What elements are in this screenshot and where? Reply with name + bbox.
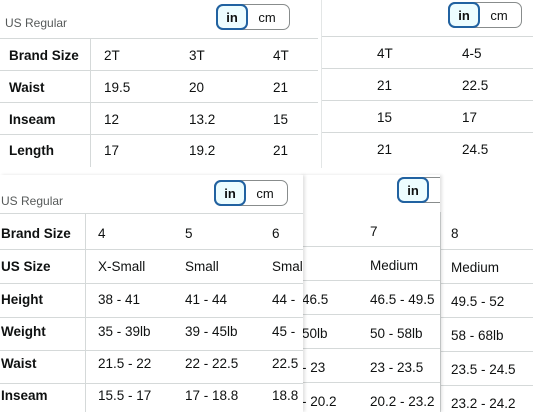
row-header-us-size: US Size: [1, 259, 51, 274]
table-cell: 15: [377, 110, 393, 125]
row-header-inseam: Inseam: [9, 112, 56, 127]
size-chart-panel-bottom-left: US Regular in cm Brand Size 4 5 6 US Siz…: [0, 175, 303, 412]
table-cell: 45 -: [272, 324, 296, 339]
unit-toggle: in cm: [216, 4, 290, 30]
unit-cm-button[interactable]: cm: [490, 7, 508, 23]
table-cell: 2T: [104, 48, 120, 63]
table-cell: 20: [189, 80, 205, 95]
table-cell: Medium: [451, 260, 500, 275]
table-divider: [85, 214, 86, 412]
table-cell: 3T: [189, 48, 205, 63]
region-label: US Regular: [5, 16, 68, 30]
table-cell: 7: [370, 224, 378, 239]
unit-in-button[interactable]: in: [216, 4, 248, 30]
row-header-height: Height: [1, 292, 43, 307]
table-cell: 23 - 23.5: [370, 360, 424, 375]
table-cell: 22.5: [462, 78, 489, 93]
unit-in-button[interactable]: in: [214, 180, 246, 206]
table-cell: 4T: [273, 48, 289, 63]
table-cell: 5: [185, 226, 193, 241]
table-cell: 6: [272, 226, 280, 241]
table-cell: 38 - 41: [98, 292, 141, 307]
unit-toggle: in cm: [448, 2, 522, 28]
row-header-waist: Waist: [9, 80, 45, 95]
table-cell: 19.5: [104, 80, 131, 95]
table-cell: 17 - 18.8: [185, 388, 239, 403]
table-cell: X-Small: [98, 259, 146, 274]
row-header-weight: Weight: [1, 324, 46, 339]
table-cell: 18.8: [272, 388, 299, 403]
table-divider: [90, 39, 91, 167]
table-cell: 22 - 22.5: [185, 356, 239, 371]
table-cell: 50lb: [302, 326, 328, 341]
table-cell: 21: [377, 78, 393, 93]
table-cell: 23.5 - 24.5: [451, 362, 516, 377]
row-header-brand-size: Brand Size: [9, 48, 79, 63]
table-cell: 46.5 - 49.5: [370, 292, 435, 307]
table-cell: 17: [104, 143, 120, 158]
table-cell: Medium: [370, 258, 419, 273]
table-cell: 13.2: [189, 112, 216, 127]
row-header-length: Length: [9, 143, 54, 158]
table-cell: - 23: [302, 360, 326, 375]
table-cell: 35 - 39lb: [98, 324, 151, 339]
region-label: US Regular: [1, 194, 64, 208]
table-cell: 50 - 58lb: [370, 326, 423, 341]
table-cell: 49.5 - 52: [451, 294, 505, 309]
unit-toggle: in: [397, 177, 440, 203]
table-cell: 22.5: [272, 356, 299, 371]
table-cell: 19.2: [189, 143, 216, 158]
table-cell: 44 -: [272, 292, 296, 307]
table-cell: 15.5 - 17: [98, 388, 152, 403]
size-chart-panel-top-left: US Regular in cm Brand Size 2T 3T 4T Wai…: [0, 0, 318, 168]
size-chart-panel-bottom-right: 8 Medium 49.5 - 52 58 - 68lb 23.5 - 24.5…: [440, 212, 533, 412]
row-header-brand-size: Brand Size: [1, 226, 71, 241]
table-cell: 24.5: [462, 142, 489, 157]
table-cell: 15: [273, 112, 289, 127]
table-cell: 20.2 - 23.2: [370, 394, 435, 409]
row-header-waist: Waist: [1, 356, 37, 371]
table-cell: 17: [462, 110, 478, 125]
size-chart-panel-top-right: in cm 4T 4-5 21 22.5 15 17 21 24.5: [321, 0, 533, 168]
table-cell: 21: [377, 142, 393, 157]
table-cell: 58 - 68lb: [451, 328, 504, 343]
table-cell: 46.5: [302, 292, 329, 307]
table-cell: 4-5: [462, 46, 482, 61]
table-cell: 12: [104, 112, 120, 127]
unit-toggle: in cm: [214, 180, 288, 206]
unit-cm-button[interactable]: cm: [258, 9, 276, 25]
table-cell: Smal: [272, 259, 303, 274]
unit-in-button[interactable]: in: [448, 2, 480, 28]
table-cell: 21: [273, 143, 289, 158]
table-cell: 41 - 44: [185, 292, 228, 307]
table-cell: 4T: [377, 46, 393, 61]
table-cell: 23.2 - 24.2: [451, 396, 516, 411]
table-cell: 4: [98, 226, 106, 241]
table-cell: 8: [451, 226, 459, 241]
table-cell: 21: [273, 80, 289, 95]
table-cell: 39 - 45lb: [185, 324, 238, 339]
row-header-inseam: Inseam: [1, 388, 48, 403]
table-cell: 21.5 - 22: [98, 356, 152, 371]
table-cell: Small: [185, 259, 219, 274]
table-cell: - 20.2: [302, 394, 337, 409]
unit-cm-button[interactable]: cm: [256, 185, 274, 201]
size-chart-panel-bottom-mid: in 7 l Medium 46.5 46.5 - 49.5 50lb 50 -…: [300, 175, 440, 412]
unit-in-button[interactable]: in: [397, 177, 429, 203]
